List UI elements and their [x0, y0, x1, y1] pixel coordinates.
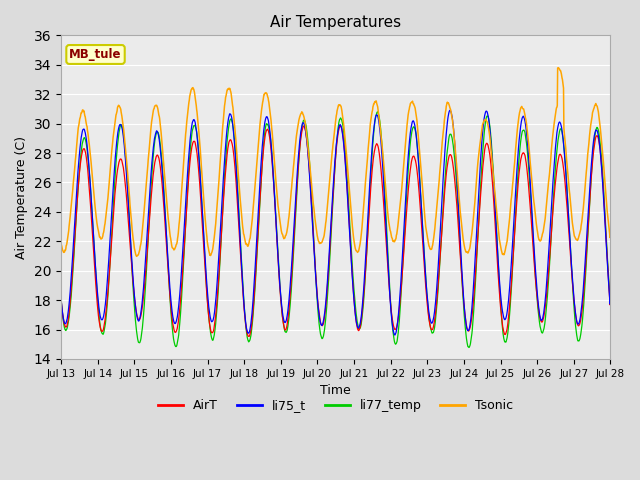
Tsonic: [100, 230, 108, 236]
Tsonic: [607, 228, 614, 234]
Line: li75_t: li75_t: [61, 110, 611, 335]
li77_temp: [465, 345, 473, 350]
li75_t: [607, 293, 614, 299]
Title: Air Temperatures: Air Temperatures: [270, 15, 401, 30]
li77_temp: [291, 240, 298, 245]
li75_t: [291, 220, 298, 226]
li77_temp: [122, 158, 130, 164]
li77_temp: [57, 296, 65, 301]
AirT: [312, 272, 319, 277]
li77_temp: [607, 301, 614, 307]
AirT: [607, 296, 614, 302]
AirT: [122, 188, 130, 193]
Tsonic: [291, 153, 298, 158]
li75_t: [100, 313, 108, 319]
Tsonic: [312, 222, 319, 228]
AirT: [100, 326, 108, 332]
AirT: [291, 225, 298, 231]
Tsonic: [302, 126, 310, 132]
li77_temp: [374, 109, 381, 115]
li75_t: [446, 108, 454, 113]
AirT: [371, 148, 378, 154]
Line: Tsonic: Tsonic: [61, 68, 611, 256]
Legend: AirT, li75_t, li77_temp, Tsonic: AirT, li75_t, li77_temp, Tsonic: [153, 395, 518, 418]
li77_temp: [301, 120, 309, 126]
Tsonic: [122, 150, 130, 156]
AirT: [302, 130, 310, 135]
Tsonic: [57, 240, 65, 246]
Tsonic: [554, 65, 562, 71]
li75_t: [391, 332, 399, 338]
Y-axis label: Air Temperature (C): Air Temperature (C): [15, 136, 28, 259]
Tsonic: [370, 101, 378, 107]
Line: AirT: AirT: [61, 126, 611, 336]
X-axis label: Time: Time: [321, 384, 351, 397]
AirT: [245, 334, 253, 339]
li75_t: [57, 296, 65, 302]
li77_temp: [370, 131, 378, 136]
li75_t: [370, 127, 378, 132]
li75_t: [301, 127, 309, 133]
Tsonic: [132, 253, 140, 259]
Text: MB_tule: MB_tule: [69, 48, 122, 61]
AirT: [337, 123, 344, 129]
li75_t: [122, 163, 130, 168]
Line: li77_temp: li77_temp: [61, 112, 611, 348]
li77_temp: [100, 330, 108, 336]
li75_t: [312, 269, 319, 275]
AirT: [57, 296, 65, 301]
li77_temp: [312, 267, 319, 273]
